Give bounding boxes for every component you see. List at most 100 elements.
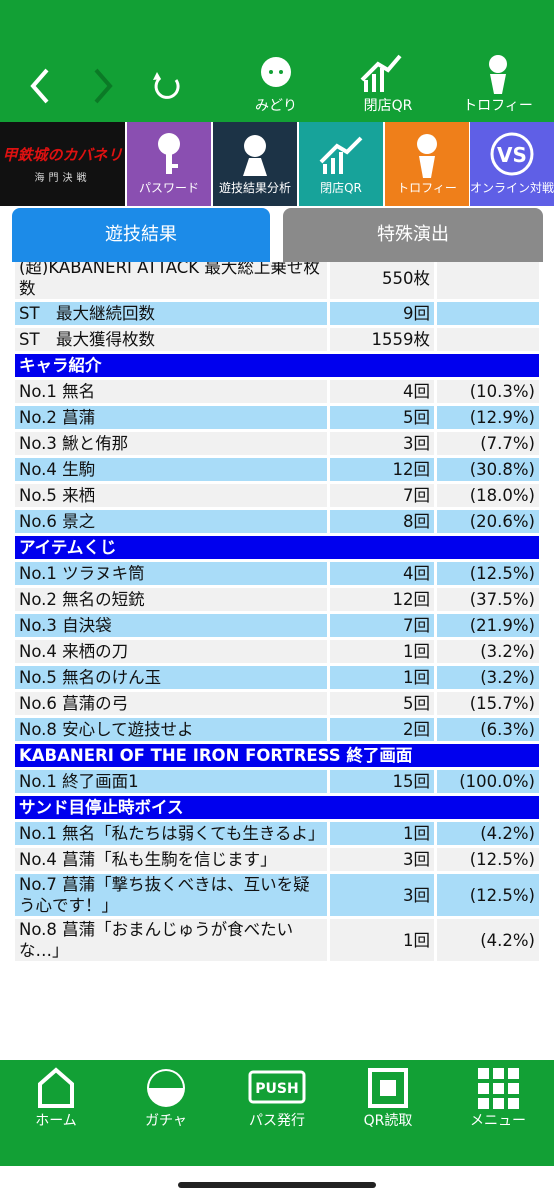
result-table: (超)KABANERI ATTACK 最大総上乗せ枚数 550枚 ST 最大継続回数… [12,262,542,964]
menu-bar: 甲鉄城のカバネリ 海門決戦 パスワード 遊技結果分析 閉店QR トロフィー VS… [0,122,554,206]
eye [269,70,273,74]
item-percent: (30.8%) [437,458,539,481]
qr-icon[interactable] [360,54,402,92]
menu-tile[interactable]: VS オンライン対戦 [470,122,554,206]
header-icons [30,54,507,104]
reload-button[interactable] [154,76,180,99]
result-row: No.2 無名の短銃 12回 (37.5%) [15,588,539,611]
item-percent [437,262,539,299]
item-name: No.2 無名の短銃 [15,588,327,611]
item-percent: (3.2%) [437,640,539,663]
item-name: No.1 ツラヌキ筒 [15,562,327,585]
item-name: No.4 来栖の刀 [15,640,327,663]
menu-tile[interactable]: パスワード [127,122,211,206]
item-count: 12回 [330,458,434,481]
logo-title: 甲鉄城のカバネリ [2,146,123,164]
result-row: No.4 生駒 12回 (30.8%) [15,458,539,481]
item-count: 1回 [330,666,434,689]
item-count: 12回 [330,588,434,611]
item-count: 5回 [330,406,434,429]
item-name: (超)KABANERI ATTACK 最大総上乗せ枚数 [15,262,327,299]
item-name: No.6 菖蒲の弓 [15,692,327,715]
item-name: No.8 菖蒲「おまんじゅうが食べたいな…」 [15,919,327,961]
item-name: No.5 来栖 [15,484,327,507]
result-row: No.4 菖蒲「私も生駒を信じます」 3回 (12.5%) [15,848,539,871]
item-count: 1559枚 [330,328,434,351]
item-name: No.8 安心して遊技せよ [15,718,327,741]
menu-tile[interactable]: 遊技結果分析 [213,122,297,206]
item-name: ST 最大獲得枚数 [15,328,327,351]
tab[interactable]: 特殊演出 [283,208,543,262]
item-percent [437,302,539,325]
item-percent: (3.2%) [437,666,539,689]
section-title: KABANERI OF THE IRON FORTRESS 終了画面 [15,744,539,767]
result-row: No.8 菖蒲「おまんじゅうが食べたいな…」 1回 (4.2%) [15,919,539,961]
midori-icon[interactable] [261,57,291,87]
item-percent: (4.2%) [437,822,539,845]
item-count: 1回 [330,822,434,845]
nav-label[interactable]: QR読取 [363,1113,413,1129]
item-count: 3回 [330,848,434,871]
item-count: 15回 [330,770,434,793]
bottom-icons: PUSH [38,1067,519,1109]
item-percent: (15.7%) [437,692,539,715]
item-count: 9回 [330,302,434,325]
tile-icon [158,133,180,174]
item-name: No.1 終了画面1 [15,770,327,793]
item-count: 7回 [330,614,434,637]
item-percent: (6.3%) [437,718,539,741]
item-percent [437,328,539,351]
item-name: No.6 景之 [15,510,327,533]
trophy-icon[interactable] [489,55,507,73]
item-percent: (12.5%) [437,562,539,585]
section-header: KABANERI OF THE IRON FORTRESS 終了画面 [15,744,539,767]
section-header: サンド目停止時ボイス [15,796,539,819]
tile-label: 閉店QR [320,181,362,195]
item-count: 3回 [330,874,434,916]
nav-label[interactable]: パス発行 [249,1113,305,1129]
section-title: アイテムくじ [15,536,539,559]
section-title: キャラ紹介 [15,354,539,377]
item-name: ST 最大継続回数 [15,302,327,325]
home-icon[interactable] [38,1067,74,1108]
nav-label[interactable]: ガチャ [145,1113,187,1129]
item-name: No.4 菖蒲「私も生駒を信じます」 [15,848,327,871]
tab-active[interactable]: 遊技結果 [12,208,270,262]
menu-tile[interactable]: トロフィー [385,122,469,206]
item-count: 5回 [330,692,434,715]
result-row: No.6 景之 8回 (20.6%) [15,510,539,533]
result-row: No.5 来栖 7回 (18.0%) [15,484,539,507]
nav-label[interactable]: みどり [255,98,297,114]
nav-label[interactable]: メニュー [470,1113,526,1129]
svg-text:VS: VS [497,143,527,167]
result-row: No.3 自決袋 7回 (21.9%) [15,614,539,637]
nav-label[interactable]: トロフィー [463,98,533,114]
qr-read-icon[interactable] [368,1068,408,1108]
menu-icon[interactable] [478,1068,519,1109]
tile-icon [417,134,437,178]
nav-label[interactable]: 閉店QR [363,98,413,114]
forward-button[interactable] [94,68,113,104]
result-list: (超)KABANERI ATTACK 最大総上乗せ枚数 550枚 ST 最大継続回数… [0,262,554,1060]
item-percent: (100.0%) [437,770,539,793]
bottom-nav: PUSH ホーム ガチャ パス発行 QR読取 メニュー [0,1060,554,1166]
result-row: No.1 無名「私たちは弱くても生きるよ」 1回 (4.2%) [15,822,539,845]
item-percent: (4.2%) [437,919,539,961]
result-row: (超)KABANERI ATTACK 最大総上乗せ枚数 550枚 [15,262,539,299]
item-name: No.1 無名 [15,380,327,403]
item-percent: (21.9%) [437,614,539,637]
pass-icon[interactable] [248,1070,306,1104]
reload-arrow [153,72,161,80]
tile-icon [319,136,363,174]
menu-tile[interactable]: 閉店QR [299,122,383,206]
section-header: キャラ紹介 [15,354,539,377]
game-logo[interactable]: 甲鉄城のカバネリ 海門決戦 [0,122,125,206]
item-percent: (37.5%) [437,588,539,611]
nav-label[interactable]: ホーム [35,1113,77,1129]
item-name: No.5 無名のけん玉 [15,666,327,689]
item-count: 1回 [330,640,434,663]
gacha-top [149,1071,183,1088]
item-count: 1回 [330,919,434,961]
back-button[interactable] [30,68,49,104]
tile-label: トロフィー [397,181,457,195]
